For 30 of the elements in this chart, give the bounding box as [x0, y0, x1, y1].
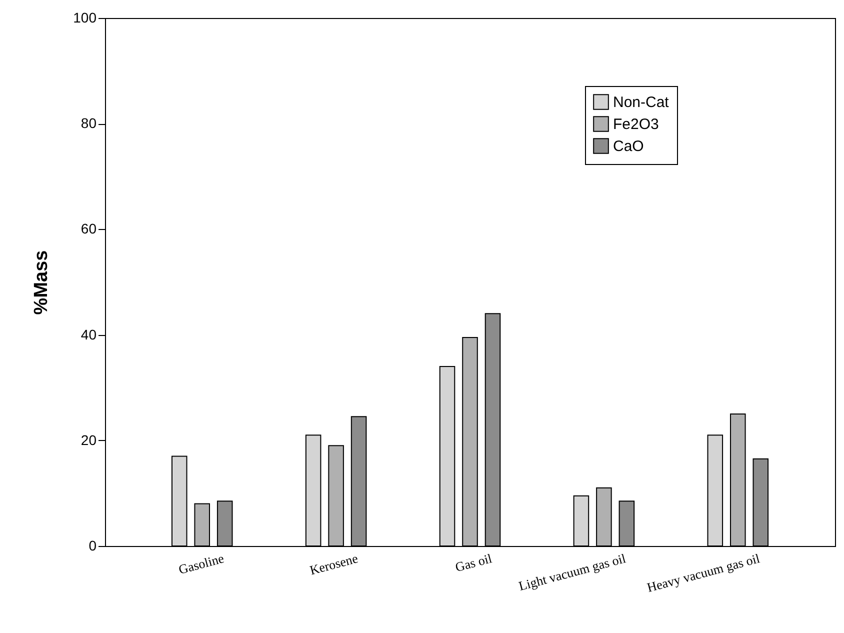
x-tick-label: Gasoline	[176, 550, 226, 578]
y-axis-title: %Mass	[31, 250, 52, 315]
y-tick-label: 80	[80, 115, 97, 132]
y-tick-label: 60	[80, 220, 97, 237]
bar	[350, 416, 367, 546]
bar	[462, 336, 478, 546]
bar	[216, 500, 233, 546]
legend-label: Fe2O3	[613, 116, 659, 133]
x-tick-label: Kerosene	[308, 550, 360, 578]
bar	[439, 366, 456, 546]
bar	[171, 456, 188, 546]
bar	[305, 434, 322, 546]
legend-label: CaO	[613, 138, 644, 155]
y-tick-label: 0	[88, 538, 97, 554]
x-tick-label: Heavy vacuum gas oil	[645, 550, 762, 596]
bar	[328, 445, 344, 546]
y-tick-label: 20	[80, 432, 97, 448]
y-tick-label: 40	[80, 326, 97, 342]
bar	[707, 434, 724, 546]
y-tick-label: 100	[73, 10, 97, 26]
x-tick-label: Gas oil	[454, 550, 494, 575]
bar	[618, 500, 635, 546]
bar	[194, 503, 210, 546]
bar	[573, 495, 590, 546]
legend-label: Non-Cat	[613, 94, 670, 111]
bar	[484, 313, 501, 546]
bar	[730, 414, 746, 546]
bar	[752, 458, 769, 546]
bar	[596, 487, 612, 546]
x-tick-label: Light vacuum gas oil	[517, 550, 628, 594]
